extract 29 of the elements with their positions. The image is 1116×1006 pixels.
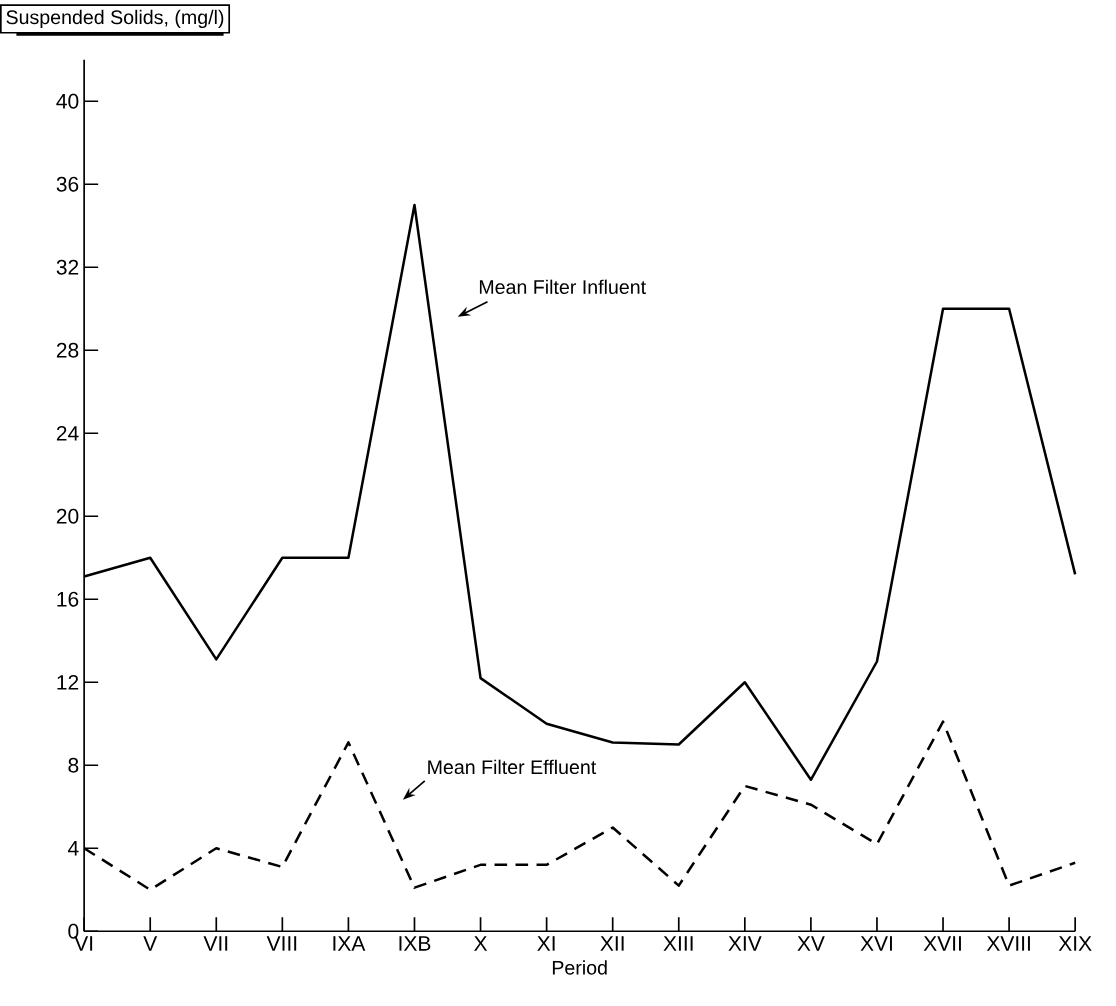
x-tick-label: XV — [797, 936, 825, 951]
x-tick-label: X — [474, 936, 488, 951]
y-tick-label: 32 — [56, 259, 79, 275]
x-tick-label: V — [143, 936, 158, 951]
x-tick-label: XVII — [923, 936, 961, 951]
x-tick-label: XVI — [860, 936, 892, 951]
y-tick-label: 4 — [68, 841, 79, 856]
y-tick-label: 12 — [57, 674, 79, 690]
y-axis-title: Suspended Solids, (mg/l) — [6, 9, 224, 29]
y-tick-label: 28 — [56, 342, 79, 358]
x-tick-label: XI — [537, 936, 555, 951]
y-tick-label: 36 — [56, 176, 79, 192]
y-tick-label: 24 — [56, 425, 79, 441]
y-tick-label: 16 — [57, 591, 79, 607]
x-tick-label: IXB — [399, 936, 431, 951]
x-tick-label: XIX — [1058, 936, 1092, 951]
x-tick-label: XIV — [728, 936, 762, 951]
x-tick-label: VIII — [266, 936, 297, 951]
x-tick-label: IXA — [333, 936, 366, 951]
annotation: Mean Filter Effluent — [428, 759, 597, 775]
annotation: Mean Filter Influent — [479, 279, 646, 295]
y-tick-label: 40 — [56, 93, 79, 109]
x-tick-label: XII — [600, 936, 624, 951]
x-tick-label: XVIII — [986, 936, 1030, 951]
x-tick-label: XIII — [663, 936, 693, 951]
x-tick-label: VII — [203, 936, 228, 951]
x-axis-title: Period — [552, 960, 607, 975]
y-tick-label: 20 — [56, 508, 79, 524]
y-tick-label: 8 — [68, 757, 79, 773]
